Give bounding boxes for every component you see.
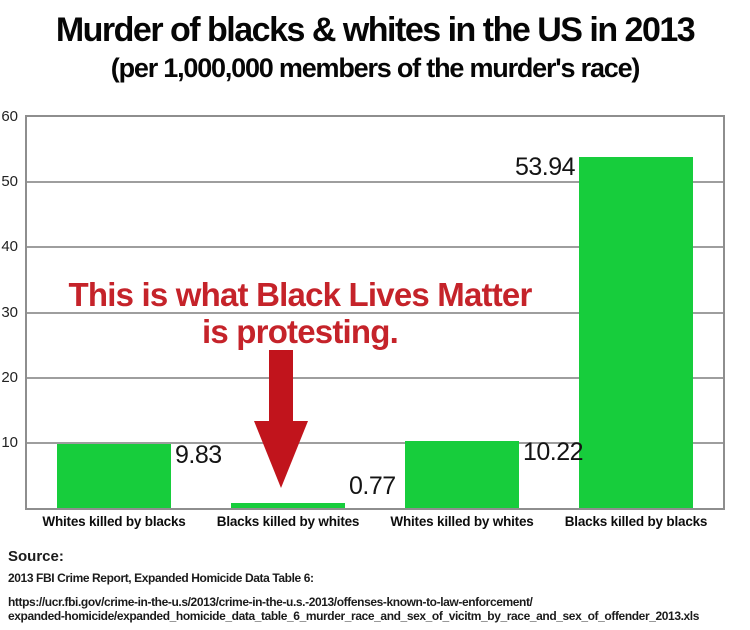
chart-title: Murder of blacks & whites in the US in 2…	[55, 11, 696, 49]
bar-3	[405, 441, 519, 508]
gridline-40	[27, 246, 723, 249]
bar-slot-4: 53.94 Blacks killed by blacks	[515, 117, 723, 529]
category-label-1: Whites killed by blacks	[42, 514, 186, 529]
source-reference: 2013 FBI Crime Report, Expanded Homicide…	[8, 571, 314, 585]
value-label-2: 0.77	[349, 471, 396, 500]
category-label-4: Blacks killed by blacks	[564, 514, 708, 529]
annotation-line-1: This is what Black Lives Matter	[68, 276, 532, 313]
down-arrow-head-icon	[254, 421, 308, 488]
value-label-3: 10.22	[523, 438, 584, 467]
title-block: Murder of blacks & whites in the US in 2…	[0, 10, 750, 84]
annotation-text: This is what Black Lives Matter is prote…	[30, 276, 570, 350]
value-label-1: 9.83	[175, 440, 222, 469]
category-label-3: Whites killed by whites	[390, 514, 534, 529]
down-arrow-icon	[269, 350, 293, 423]
value-label-4: 53.94	[514, 153, 576, 182]
y-tick-label-30: 30	[1, 303, 18, 321]
bar-1	[57, 443, 171, 508]
source-block: Source: 2013 FBI Crime Report, Expanded …	[8, 548, 738, 623]
gridline-10	[27, 441, 723, 444]
chart-subtitle: (per 1,000,000 members of the murder's r…	[110, 53, 641, 83]
bar-slot-1: 9.83 Whites killed by blacks	[27, 117, 222, 529]
y-tick-label-10: 10	[1, 433, 18, 451]
annotation-line-2: is protesting.	[202, 313, 399, 350]
bar-slot-2: 0.77 Blacks killed by whites	[201, 117, 396, 529]
source-url-line-1: https://ucr.fbi.gov/crime-in-the-u.s/201…	[8, 595, 533, 609]
gridline-30	[27, 311, 723, 314]
gridline-50	[27, 181, 723, 184]
source-heading: Source:	[8, 548, 64, 565]
plot-area: 9.83 Whites killed by blacks 0.77 Blacks ki…	[25, 115, 725, 529]
y-tick-label-40: 40	[1, 238, 18, 256]
bar-2	[231, 502, 345, 508]
gridline-20	[27, 376, 723, 379]
bar-4	[579, 156, 693, 508]
source-url-line-2: expanded-homicide/expanded_homicide_data…	[8, 609, 700, 623]
category-label-2: Blacks killed by whites	[216, 514, 360, 529]
bar-slot-3: 10.22 Whites killed by whites	[375, 117, 583, 529]
y-axis-labels: 10 20 30 40 50 60	[0, 108, 21, 508]
y-tick-label-50: 50	[1, 173, 18, 191]
y-tick-label-20: 20	[1, 368, 18, 386]
y-tick-label-60: 60	[1, 108, 18, 125]
